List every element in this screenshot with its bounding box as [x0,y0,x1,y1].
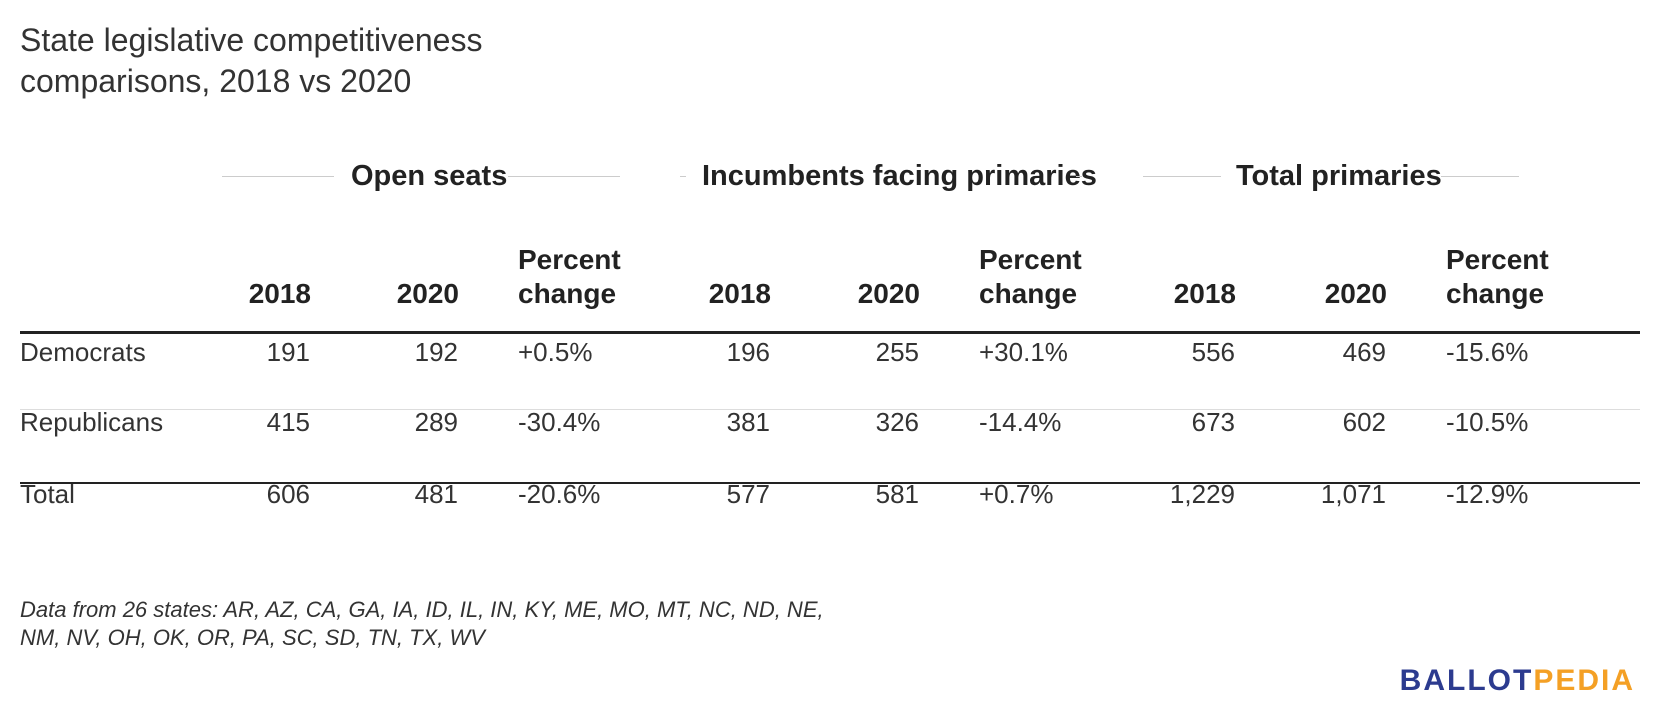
cell-dem-inc-2020: 255 [875,337,919,367]
col-header-inc-2020: 2020 [857,278,920,309]
cell-dem-total-pct: -15.6% [1446,337,1529,367]
group-label: Open seats [351,160,508,192]
col-header-inc-2018: 2018 [708,278,771,309]
footnote-line-2: NM, NV, OH, OK, OR, PA, SC, SD, TN, TX, … [20,625,485,650]
cell-rep-total-2018: 673 [1191,407,1235,437]
row-divider [20,409,1640,410]
cell-total-open-2020: 481 [414,479,458,509]
cell-dem-open-2018: 191 [266,337,310,367]
total-rule [20,482,1640,484]
col-header-total-2018: 2018 [1173,278,1236,309]
footnote: Data from 26 states: AR, AZ, CA, GA, IA,… [20,596,920,652]
cell-dem-open-pct: +0.5% [518,337,593,367]
pct-label-line-2: change [979,278,1078,309]
group-incumbents: Incumbents facing primaries [680,158,1097,194]
chart-title: State legislative competitiveness compar… [20,20,640,102]
col-header-open-2018: 2018 [248,278,311,309]
cell-total-open-pct: -20.6% [518,479,601,509]
group-label: Total primaries [1236,160,1442,192]
col-header-inc-pct: Percent change [979,243,1082,311]
logo-part-1: BALLOT [1399,664,1534,697]
group-rule-left [680,176,686,177]
pct-label-line-1: Percent [1446,244,1549,275]
col-header-open-2020: 2020 [396,278,459,309]
group-open-seats: Open seats [222,158,622,194]
row-label-republicans: Republicans [20,407,164,437]
pct-label-line-1: Percent [979,244,1082,275]
cell-total-inc-pct: +0.7% [979,479,1054,509]
cell-dem-total-2018: 556 [1191,337,1235,367]
cell-rep-open-2020: 289 [414,407,458,437]
pct-label-line-2: change [518,278,617,309]
row-label-total: Total [20,479,75,509]
cell-rep-open-pct: -30.4% [518,407,601,437]
row-label-democrats: Democrats [20,337,146,367]
title-line-1: State legislative competitiveness [20,22,483,58]
cell-dem-total-2020: 469 [1342,337,1386,367]
cell-total-inc-2018: 577 [726,479,770,509]
cell-rep-open-2018: 415 [266,407,310,437]
col-header-total-2020: 2020 [1324,278,1387,309]
cell-rep-inc-2020: 326 [875,407,919,437]
cell-rep-inc-2018: 381 [726,407,770,437]
pct-label-line-2: change [1446,278,1545,309]
logo-part-2: PEDIA [1533,664,1635,697]
ballotpedia-logo: BALLOTPEDIA [1400,664,1635,698]
cell-dem-inc-2018: 196 [726,337,770,367]
group-rule-right [508,176,620,177]
cell-rep-inc-pct: -14.4% [979,407,1062,437]
col-header-total-pct: Percent change [1446,243,1549,311]
group-rule-left [1143,176,1221,177]
cell-total-total-pct: -12.9% [1446,479,1529,509]
cell-total-inc-2020: 581 [875,479,919,509]
cell-rep-total-2020: 602 [1342,407,1386,437]
footnote-line-1: Data from 26 states: AR, AZ, CA, GA, IA,… [20,597,824,622]
cell-total-open-2018: 606 [266,479,310,509]
cell-total-total-2020: 1,071 [1320,479,1386,509]
pct-label-line-1: Percent [518,244,621,275]
header-rule [20,331,1640,334]
group-rule-left [222,176,334,177]
group-label: Incumbents facing primaries [702,160,1097,192]
group-total-primaries: Total primaries [1143,158,1521,194]
group-rule-right [1441,176,1519,177]
cell-dem-inc-pct: +30.1% [979,337,1068,367]
cell-total-total-2018: 1,229 [1169,479,1235,509]
col-header-open-pct: Percent change [518,243,621,311]
group-rule-right [1076,176,1082,177]
cell-dem-open-2020: 192 [414,337,458,367]
title-line-2: comparisons, 2018 vs 2020 [20,63,412,99]
cell-rep-total-pct: -10.5% [1446,407,1529,437]
